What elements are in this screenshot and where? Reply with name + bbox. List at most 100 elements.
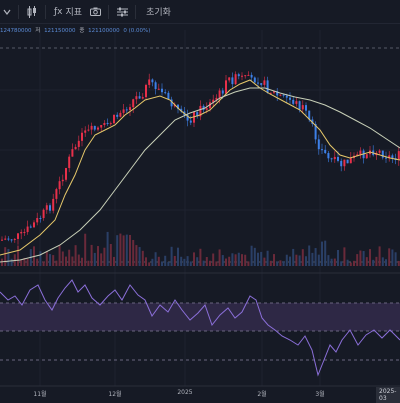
volume-bar: [349, 262, 352, 266]
candle-body: [23, 232, 26, 234]
time-tick: 2월: [257, 391, 267, 398]
volume-bar: [372, 259, 375, 266]
volume-bar: [385, 259, 387, 266]
volume-bar: [167, 261, 170, 266]
candle-body: [55, 189, 58, 199]
volume-bar: [23, 257, 26, 266]
volume-bar: [317, 254, 320, 266]
camera-icon[interactable]: [86, 0, 104, 24]
volume-bar: [39, 251, 42, 266]
volume-bar: [58, 245, 61, 266]
time-tick: 2025: [177, 389, 193, 396]
volume-bar: [247, 261, 250, 266]
indicators-button[interactable]: ƒx 지표: [50, 0, 86, 24]
volume-bar: [266, 250, 269, 266]
candle-body: [365, 154, 368, 159]
candle-body: [202, 105, 205, 110]
candle-body: [167, 92, 170, 100]
volume-bar: [49, 254, 51, 266]
volume-bar: [212, 253, 215, 266]
candle-body: [52, 198, 55, 211]
candle-body: [81, 132, 83, 141]
time-axis[interactable]: 11월 12월 2025 2월 3월 2025-03: [0, 386, 400, 403]
volume-bar: [193, 252, 195, 266]
volume-bar: [45, 251, 48, 266]
volume-bar: [202, 260, 205, 266]
volume-bar: [141, 250, 144, 266]
candle-body: [13, 238, 16, 240]
volume-bar: [26, 258, 29, 266]
ma-short-line: [0, 79, 400, 256]
candle-body: [103, 122, 106, 126]
volume-bar: [170, 246, 173, 266]
volume-bar: [330, 258, 333, 266]
volume-bar: [305, 256, 307, 266]
volume-bar: [250, 245, 253, 266]
candle-type-icon[interactable]: [23, 0, 41, 24]
candle-body: [17, 233, 19, 239]
volume-bar: [199, 248, 202, 266]
candle-body: [186, 115, 189, 121]
candle-body: [151, 79, 154, 83]
volume-bar: [97, 246, 99, 266]
volume-bar: [257, 252, 259, 266]
volume-bar: [151, 258, 154, 266]
volume-bar: [61, 251, 64, 266]
volume-bar: [340, 261, 343, 266]
candle-body: [138, 96, 141, 99]
ohlc-low-label: 저: [35, 28, 41, 34]
candle-body: [349, 158, 352, 164]
volume-bar: [356, 254, 359, 266]
volume-bar: [87, 260, 90, 266]
candle-body: [282, 94, 285, 96]
candle-body: [61, 179, 64, 182]
candle-body: [4, 238, 7, 240]
candle-body: [154, 82, 157, 89]
volume-bar: [154, 252, 157, 266]
candle-body: [141, 97, 144, 99]
volume-bar: [308, 245, 311, 266]
toolbar-divider: [18, 4, 19, 19]
candle-body: [321, 149, 323, 151]
candle-body: [295, 101, 298, 104]
candle-body: [205, 108, 208, 110]
volume-bar: [196, 257, 199, 266]
volume-bar: [74, 245, 77, 266]
volume-bar: [100, 253, 103, 266]
volume-bar: [231, 253, 234, 266]
candle-body: [253, 77, 256, 83]
volume-bar: [125, 234, 128, 266]
candle-body: [93, 125, 96, 130]
candle-body: [68, 156, 71, 169]
candle-body: [148, 79, 151, 85]
candle-body: [193, 112, 195, 123]
volume-bar: [276, 261, 279, 266]
volume-bar: [183, 258, 186, 266]
candle-body: [164, 92, 167, 94]
candle-body: [346, 159, 349, 164]
volume-bar: [113, 256, 115, 266]
settings-icon[interactable]: [113, 0, 131, 24]
reset-button[interactable]: 초기화: [146, 8, 171, 18]
volume-bar: [311, 252, 314, 266]
volume-bar: [81, 257, 83, 266]
volume-bar: [36, 258, 39, 266]
ohlc-legend: 124780000 저 121150000 종 121100000 0 (0.0…: [0, 26, 152, 34]
candle-body: [228, 77, 231, 81]
volume-bar: [177, 247, 179, 266]
volume-bar: [218, 249, 221, 266]
candle-body: [260, 83, 263, 85]
volume-bar: [145, 257, 147, 266]
candle-body: [257, 82, 259, 84]
volume-bar: [346, 259, 349, 266]
candle-body: [279, 94, 282, 96]
time-tick: 12월: [108, 391, 122, 398]
ma-long-line: [0, 87, 400, 263]
volume-bar: [122, 235, 125, 266]
candle-body: [106, 122, 109, 124]
chevron-down-icon[interactable]: [0, 0, 14, 24]
candle-body: [317, 139, 320, 150]
volume-bar: [103, 247, 106, 266]
volume-bar: [157, 256, 160, 266]
